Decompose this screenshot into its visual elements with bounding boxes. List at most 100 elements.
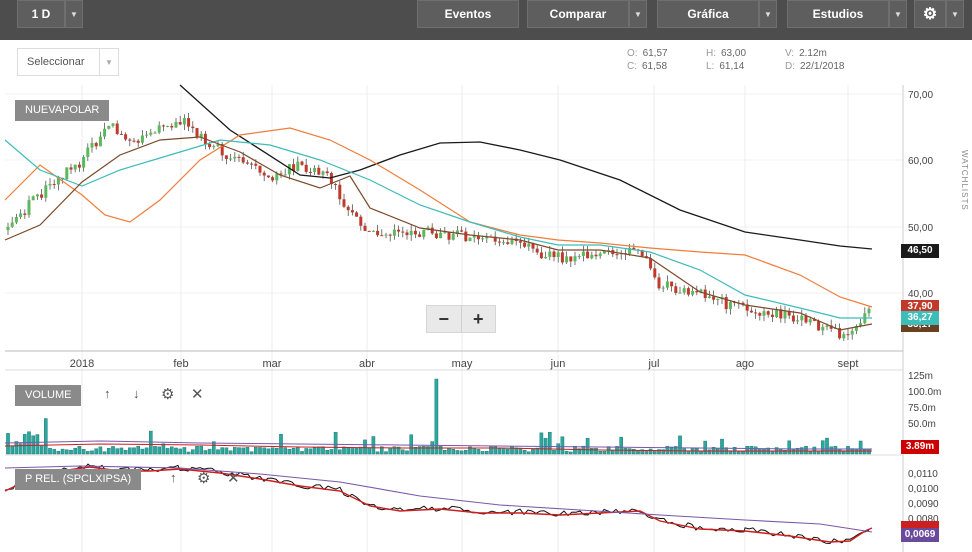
price-tick-label: 60,00 [908,156,933,167]
low-value: 61,14 [719,61,745,72]
interval-button[interactable]: 1 D [17,0,65,28]
volume-bar [220,447,225,455]
ma-orange-line [4,127,873,308]
chevron-down-icon[interactable]: ▼ [99,49,118,75]
volume-bar [573,446,577,455]
candle-body [678,292,682,294]
ohlc-readout: H: 63,00 [706,48,746,59]
volume-bar [44,418,48,455]
candle-body [359,216,363,226]
candle-body [216,144,220,147]
volume-panel-label[interactable]: VOLUME [15,385,82,406]
grafica-button[interactable]: Gráfica [657,0,759,28]
candle-body [199,133,203,138]
month-label: jun [550,358,566,370]
grafica-caret-icon[interactable]: ▼ [759,0,777,28]
candle-body [170,125,174,128]
gear-icon[interactable]: ⚙ [161,386,175,403]
comparar-button[interactable]: Comparar [527,0,629,28]
comparar-caret-icon[interactable]: ▼ [629,0,647,28]
volume-bar [863,449,867,455]
arrow-down-icon[interactable]: ↓ [133,386,140,401]
volume-bar [90,450,94,455]
volume-bar [539,432,544,455]
volume-bar [388,447,393,455]
gear-icon[interactable]: ⚙ [197,470,211,487]
candle-body [842,334,846,339]
candle-body [825,325,829,328]
close-icon[interactable]: ✕ [191,386,204,403]
volume-bar [300,451,304,455]
volume-bar [783,450,787,455]
candle-body [300,161,304,165]
volume-bar [119,447,124,455]
volume-bar [228,450,233,455]
volume-bar [602,450,607,455]
candle-body [779,309,783,319]
candle-body [493,236,497,242]
volume-bar [791,449,796,455]
volume-bar [111,446,115,455]
arrow-up-icon[interactable]: ↑ [170,470,177,485]
main-series-label[interactable]: NUEVAPOLAR [15,100,110,121]
candle-body [472,235,476,238]
candle-body [233,156,237,159]
volume-bar [266,448,271,455]
candle-body [745,304,749,311]
zoom-out-button[interactable]: − [427,306,462,332]
candle-body [69,167,73,170]
volume-bar [640,449,644,455]
ohlc-readout: L: 61,14 [706,61,744,72]
volume-bar [237,447,241,455]
candle-body [707,296,711,299]
volume-bar [6,433,10,455]
eventos-button[interactable]: Eventos [417,0,519,28]
candle-body [275,173,279,181]
candle-body [657,277,661,289]
candle-body [804,315,808,323]
volume-bar [472,447,477,455]
candle-body [716,298,720,300]
estudios-caret-icon[interactable]: ▼ [889,0,907,28]
ma-black-tag: 46,50 [901,244,939,258]
estudios-button[interactable]: Estudios [787,0,889,28]
volume-bar [497,448,502,455]
watchlists-tab[interactable]: WATCHLISTS [960,150,969,211]
candle-body [124,134,128,140]
candle-body [443,232,447,234]
month-label: mar [263,358,282,370]
volume-bar [14,441,19,455]
candle-body [35,194,39,197]
interval-caret-icon[interactable]: ▼ [65,0,83,28]
volume-bar [837,449,842,455]
volume-bar [623,447,628,455]
volume-bar [270,447,275,455]
candle-body [195,128,199,138]
candle-body [212,146,216,148]
settings-gear-icon[interactable]: ⚙ [914,0,946,28]
prel-panel-label[interactable]: P REL. (SPCLXIPSA) [15,469,142,490]
candle-body [208,143,212,148]
candle-body [40,194,44,198]
volume-bar [186,451,191,455]
candle-body [602,250,606,254]
volume-bar [833,446,838,455]
volume-bar [531,449,535,455]
volume-tick-label: 100.0m [908,387,941,398]
candle-body [107,125,111,129]
zoom-in-button[interactable]: + [472,308,484,329]
settings-caret-icon[interactable]: ▼ [946,0,964,28]
candle-body [598,253,602,257]
close-icon[interactable]: ✕ [227,470,240,487]
arrow-up-icon[interactable]: ↑ [104,386,111,401]
volume-bars [6,378,871,455]
candle-body [800,315,804,321]
zoom-control: − + [426,305,496,333]
symbol-select[interactable]: Seleccionar ▼ [17,48,119,76]
candle-body [573,256,577,262]
volume-bar [60,448,65,455]
candle-body [262,172,266,176]
candle-body [497,241,501,243]
volume-bar [438,446,443,455]
